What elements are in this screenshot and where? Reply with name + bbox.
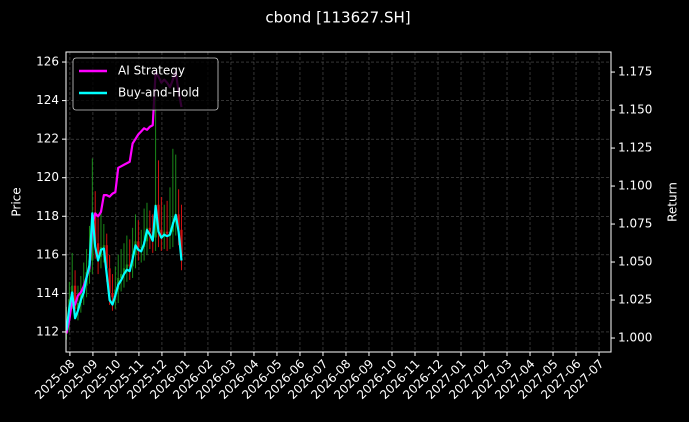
y2-tick-label: 1.175	[618, 65, 652, 79]
y2-tick-label: 1.150	[618, 103, 652, 117]
y-tick-label: 118	[36, 209, 59, 223]
legend-label: Buy-and-Hold	[118, 86, 199, 100]
y-tick-label: 126	[36, 55, 59, 69]
chart-title: cbond [113627.SH]	[265, 9, 410, 27]
candle-body	[148, 227, 151, 232]
candle-body	[177, 214, 180, 230]
y-tick-label: 114	[36, 286, 59, 300]
y2-tick-label: 1.000	[618, 331, 652, 345]
candle-body	[94, 212, 97, 244]
y2-tick-label: 1.075	[618, 217, 652, 231]
y-tick-label: 124	[36, 93, 59, 107]
y2-tick-label: 1.125	[618, 141, 652, 155]
plot-frame	[65, 51, 612, 353]
candle-body	[166, 231, 169, 234]
candle-body	[128, 264, 131, 267]
y-tick-label: 116	[36, 247, 59, 261]
candle-body	[140, 247, 143, 248]
candle-body	[102, 245, 105, 248]
candle-body	[105, 245, 108, 269]
candle-body	[73, 285, 77, 309]
y-tick-label: 120	[36, 170, 59, 184]
candle-body	[154, 204, 157, 238]
legend-box	[72, 57, 219, 111]
candle-body	[96, 243, 100, 257]
legend-label: AI Strategy	[118, 64, 185, 78]
y-axis-label: Price	[10, 187, 24, 216]
candle-body	[122, 268, 126, 275]
y2-tick-label: 1.100	[618, 179, 652, 193]
candle-body	[180, 229, 183, 257]
y2-tick-label: 1.025	[618, 293, 652, 307]
candle-body	[119, 274, 123, 278]
y-tick-label: 112	[36, 324, 59, 338]
y2-axis-label: Return	[666, 182, 680, 222]
candle-body	[157, 204, 160, 230]
candle-body	[76, 303, 80, 309]
plot-area	[66, 70, 183, 340]
candle-body	[108, 268, 111, 294]
y-tick-label: 122	[36, 132, 59, 146]
candle-body	[125, 264, 128, 269]
candle-body	[111, 293, 114, 298]
candle-body	[160, 229, 163, 236]
candle-body	[137, 241, 140, 248]
y2-tick-label: 1.050	[618, 255, 652, 269]
line-series	[66, 204, 183, 331]
